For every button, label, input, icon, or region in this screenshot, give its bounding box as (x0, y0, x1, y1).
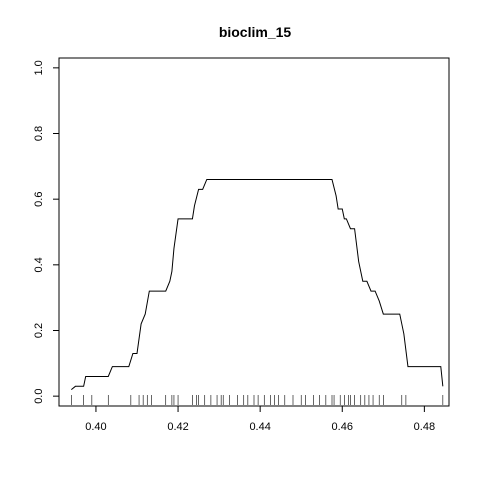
x-axis: 0.40 0.42 0.44 0.46 0.48 (85, 406, 435, 433)
series-line (71, 178, 444, 390)
y-axis: 0.0 0.2 0.4 0.6 0.8 1.0 (33, 60, 59, 404)
y-tick-label: 0.2 (33, 323, 45, 338)
chart-title: bioclim_15 (219, 24, 292, 40)
x-tick-label: 0.42 (167, 421, 188, 433)
y-tick-label: 0.0 (33, 389, 45, 404)
y-tick-label: 0.6 (33, 192, 45, 207)
plot-frame (58, 57, 450, 407)
y-tick-label: 1.0 (33, 60, 45, 75)
x-tick-label: 0.46 (332, 421, 353, 433)
x-tick-label: 0.44 (249, 421, 270, 433)
y-tick-label: 0.8 (33, 126, 45, 141)
x-tick-label: 0.40 (85, 421, 106, 433)
rug-marks (71, 395, 444, 405)
y-tick-label: 0.4 (33, 257, 45, 272)
series-group (71, 178, 444, 390)
x-tick-label: 0.48 (414, 421, 435, 433)
